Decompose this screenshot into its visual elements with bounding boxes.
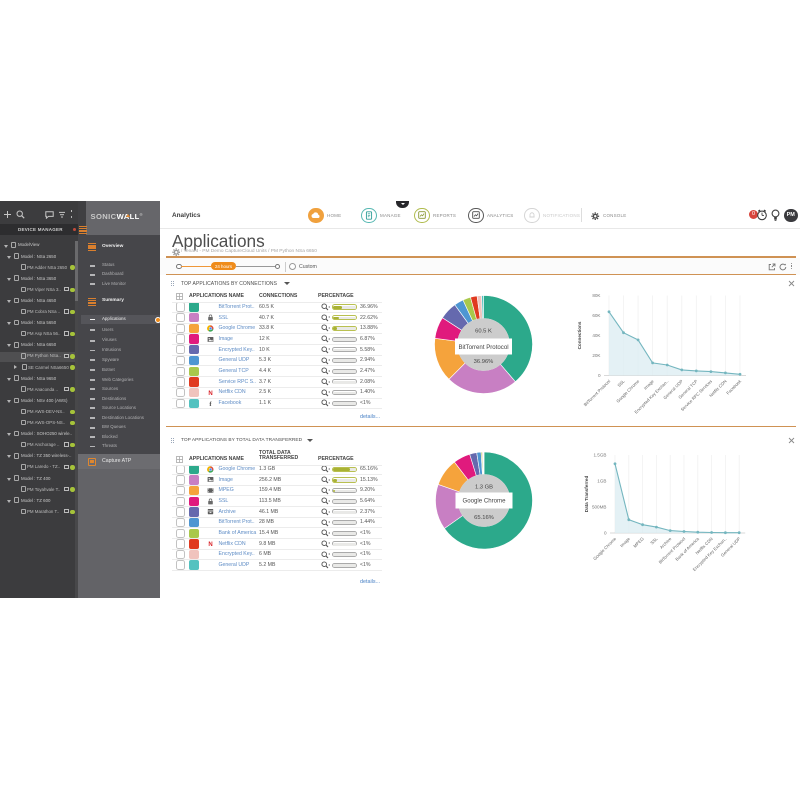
svg-text:f: f — [209, 401, 212, 407]
svg-text:0: 0 — [604, 531, 607, 536]
svg-text:Google Chrome: Google Chrome — [592, 536, 617, 561]
svg-text:60K: 60K — [592, 313, 601, 318]
svg-text:65.16%: 65.16% — [474, 515, 494, 521]
svg-text:0: 0 — [598, 373, 601, 378]
svg-text:Facebook: Facebook — [725, 378, 742, 395]
svg-text:BitTorrent Protocol: BitTorrent Protocol — [583, 379, 612, 408]
svg-text:Connections: Connections — [577, 321, 582, 349]
svg-text:60.5 K: 60.5 K — [475, 329, 492, 335]
svg-text:BitTorrent Protocol: BitTorrent Protocol — [458, 344, 508, 351]
svg-text:36.96%: 36.96% — [474, 359, 494, 365]
svg-text:SSL: SSL — [649, 536, 659, 546]
svg-text:SSL: SSL — [616, 378, 626, 388]
svg-text:500MB: 500MB — [592, 505, 607, 510]
svg-text:20K: 20K — [592, 353, 601, 358]
svg-text:N: N — [208, 542, 212, 547]
svg-text:Google Chrome: Google Chrome — [462, 498, 506, 505]
svg-text:80K: 80K — [592, 293, 601, 298]
svg-text:1GB: 1GB — [597, 479, 606, 484]
svg-text:40K: 40K — [592, 333, 601, 338]
svg-text:Image: Image — [619, 536, 631, 548]
svg-text:MPEG: MPEG — [632, 536, 645, 549]
svg-text:Image: Image — [643, 378, 655, 390]
svg-text:N: N — [208, 391, 212, 396]
svg-text:1.5GB: 1.5GB — [593, 453, 606, 458]
svg-text:1.3 GB: 1.3 GB — [475, 485, 493, 491]
svg-text:Data Transferred: Data Transferred — [584, 476, 589, 513]
